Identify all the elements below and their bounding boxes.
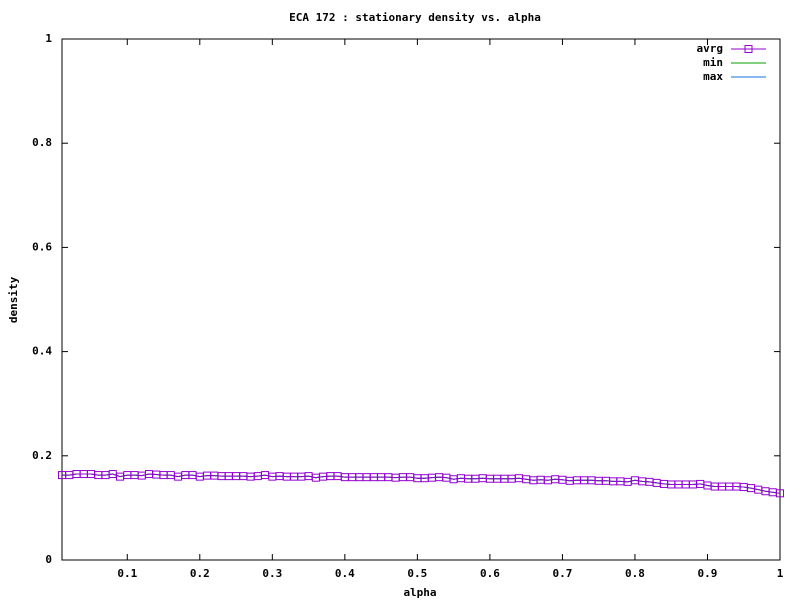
- x-tick-label: 0.3: [262, 567, 282, 580]
- x-tick-label: 0.5: [407, 567, 427, 580]
- x-tick-label: 0.9: [698, 567, 718, 580]
- plot-frame: [61, 38, 781, 561]
- y-tick-label: 0.4: [32, 345, 52, 358]
- x-tick-label: 0.4: [335, 567, 355, 580]
- x-tick-label: 0.8: [625, 567, 645, 580]
- x-tick-label: 1: [777, 567, 784, 580]
- y-tick-label: 1: [45, 32, 52, 45]
- legend-label: max: [703, 70, 723, 83]
- y-tick-label: 0.8: [32, 136, 52, 149]
- y-axis-label: density: [7, 276, 20, 323]
- x-axis-label: alpha: [403, 586, 436, 599]
- x-tick-label: 0.7: [552, 567, 572, 580]
- y-tick-label: 0.6: [32, 240, 52, 253]
- x-tick-label: 0.1: [117, 567, 137, 580]
- y-tick-label: 0.2: [32, 449, 52, 462]
- y-tick-label: 0: [45, 553, 52, 566]
- point-marker: [776, 489, 784, 498]
- x-tick-label: 0.2: [190, 567, 210, 580]
- x-tick-label: 0.6: [480, 567, 500, 580]
- legend-label: min: [703, 56, 723, 69]
- legend-label: avrg: [697, 42, 724, 55]
- chart-title: ECA 172 : stationary density vs. alpha: [289, 11, 541, 24]
- legend-marker: [744, 45, 753, 53]
